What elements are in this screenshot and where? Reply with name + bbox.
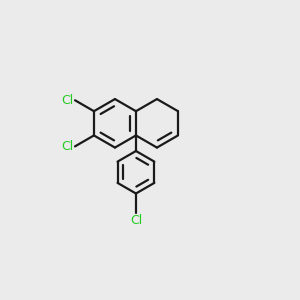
Text: Cl: Cl: [61, 94, 73, 107]
Text: Cl: Cl: [130, 214, 142, 227]
Text: Cl: Cl: [61, 140, 73, 153]
